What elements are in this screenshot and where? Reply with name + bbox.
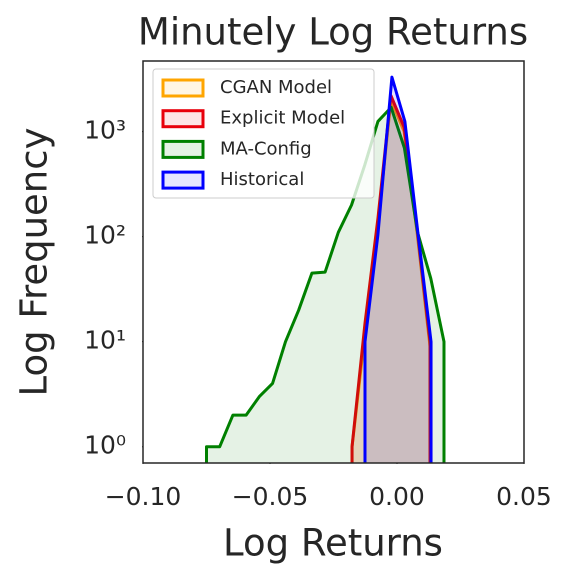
plot-area — [205, 75, 446, 463]
legend-swatch — [161, 139, 205, 159]
legend-label: MA-Config — [220, 138, 312, 159]
x-tick-label: 0.00 — [369, 482, 425, 511]
x-tick-label: −0.10 — [105, 482, 182, 511]
y-tick-label: 10² — [84, 221, 126, 250]
y-tick-label: 10¹ — [84, 326, 126, 355]
x-tick-label: 0.05 — [496, 482, 552, 511]
legend-box — [152, 68, 375, 199]
legend-label: CGAN Model — [220, 77, 332, 98]
legend: CGAN Model Explicit Model MA-Config Histori… — [152, 68, 375, 199]
legend-swatch — [161, 78, 205, 98]
plot-frame — [142, 60, 525, 464]
series-area — [363, 75, 433, 463]
legend-swatch — [161, 109, 205, 129]
legend-label: Historical — [220, 169, 304, 190]
chart-title: Minutely Log Returns — [138, 11, 528, 54]
x-tick-label: −0.05 — [232, 482, 309, 511]
y-tick-label: 10⁰ — [84, 431, 126, 460]
legend-swatch — [161, 170, 205, 190]
x-axis-label: Log Returns — [223, 522, 443, 565]
y-tick-label: 10³ — [84, 116, 126, 145]
y-axis-label: Log Frequency — [13, 128, 56, 397]
legend-label: Explicit Model — [220, 108, 345, 129]
